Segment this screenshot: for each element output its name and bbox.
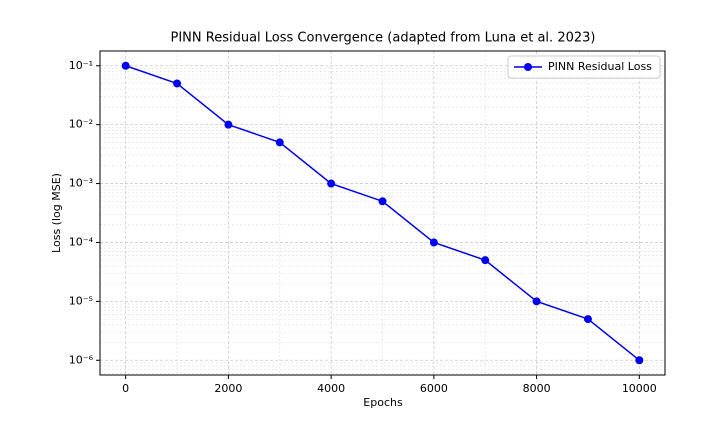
legend-marker xyxy=(524,63,532,71)
x-tick-label: 10000 xyxy=(622,382,657,395)
plot-frame xyxy=(99,50,666,376)
point xyxy=(327,179,336,188)
chart-title: PINN Residual Loss Convergence (adapted … xyxy=(171,31,596,46)
y-tick-label: 10⁻⁴ xyxy=(69,235,94,248)
x-tick-label: 0 xyxy=(122,382,129,395)
y-tick-label: 10⁻¹ xyxy=(69,59,93,72)
legend-box xyxy=(507,55,661,79)
y-tick-label: 10⁻⁵ xyxy=(69,294,93,307)
point xyxy=(481,256,490,265)
point xyxy=(224,120,233,129)
point xyxy=(173,79,182,88)
point xyxy=(275,138,284,147)
y-axis-label: Loss (log MSE) xyxy=(50,173,63,253)
x-tick-label: 2000 xyxy=(214,382,242,395)
point xyxy=(532,297,541,306)
point xyxy=(121,61,130,70)
point xyxy=(635,356,644,365)
legend-label: PINN Residual Loss xyxy=(548,60,652,73)
y-tick-label: 10⁻⁶ xyxy=(69,353,94,366)
x-tick-label: 4000 xyxy=(317,382,345,395)
x-tick-label: 6000 xyxy=(420,382,448,395)
point xyxy=(378,197,387,206)
point xyxy=(429,238,438,247)
x-tick-label: 8000 xyxy=(523,382,551,395)
y-tick-label: 10⁻³ xyxy=(69,177,93,190)
y-tick-label: 10⁻² xyxy=(69,118,93,131)
x-axis-label: Epochs xyxy=(363,396,403,409)
point xyxy=(583,315,592,324)
